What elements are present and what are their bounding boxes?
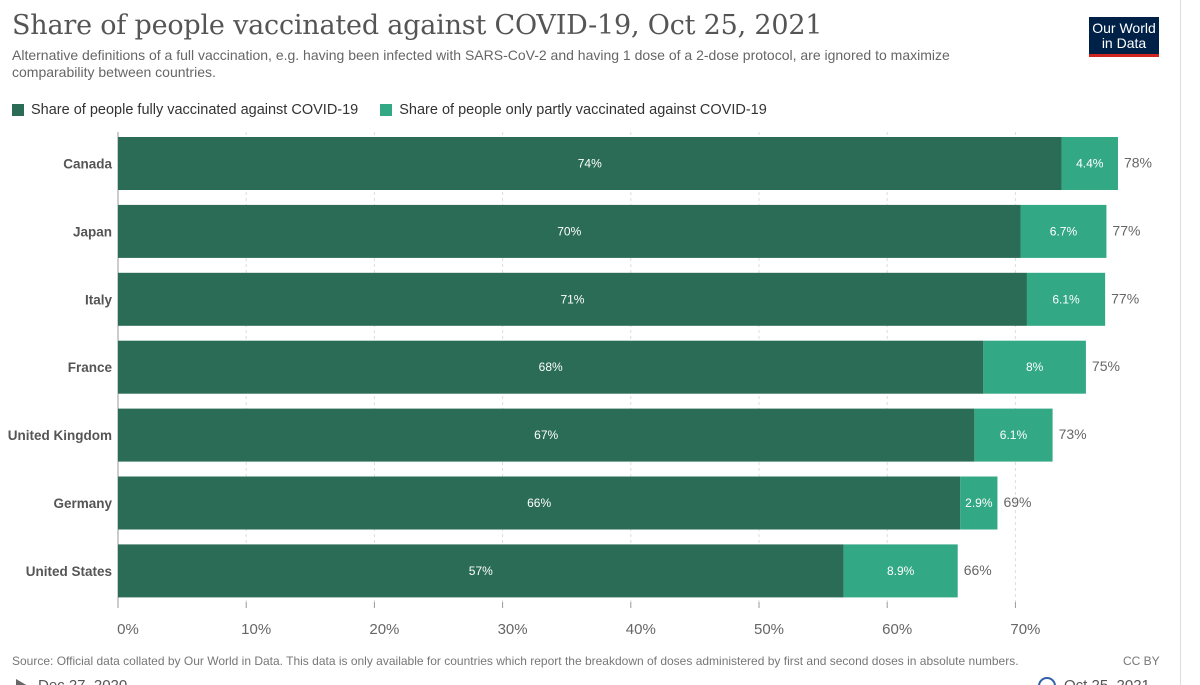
bar-partly-vaccinated [960,476,998,530]
bar-fully-vaccinated [118,408,975,462]
legend-swatch-fully [12,104,24,116]
legend-item-fully[interactable]: Share of people fully vaccinated against… [12,102,358,118]
bar-label-partly: 6.7% [1050,224,1078,238]
bar-chart: 0% 10% 20% 30% 40% 50% 60% 70% Canada 74% 4.4% 78% J… [8,132,1152,638]
play-icon[interactable] [16,679,28,685]
category-label: United Kingdom [8,428,112,443]
bar-fully-vaccinated [118,272,1027,326]
category-label: France [68,360,113,375]
bar-label-fully: 57% [469,564,493,578]
bar-total-label: 66% [964,562,992,578]
bar-partly-vaccinated [843,544,958,598]
x-tick-label: 0% [117,621,139,638]
bar-label-partly: 6.1% [1000,428,1028,442]
bar-label-fully: 67% [534,428,558,442]
bar-label-fully: 74% [578,157,602,171]
timeline-end-date: Oct 25, 2021 [1064,677,1150,685]
license-link[interactable]: CC BY [1123,654,1160,668]
bar-total-label: 69% [1003,494,1031,510]
logo-line-2: in Data [1101,35,1147,51]
scrollbar-edge [1180,0,1181,685]
category-label: Canada [63,157,112,172]
bar-label-partly: 2.9% [965,496,993,510]
x-tick-label: 30% [498,621,528,638]
bar-partly-vaccinated [974,408,1053,462]
bar-label-fully: 66% [527,496,551,510]
bar-fully-vaccinated [118,476,961,530]
bar-total-label: 77% [1111,290,1139,306]
x-tick-label: 10% [241,621,271,638]
bar-fully-vaccinated [118,544,844,598]
bar-partly-vaccinated [1020,204,1107,258]
legend-swatch-partly [380,104,393,116]
x-tick-label: 50% [754,621,784,638]
bar-fully-vaccinated [118,340,984,394]
bar-fully-vaccinated [118,204,1021,258]
chart-subtitle: Alternative definitions of a full vaccin… [12,47,950,80]
source-note: Source: Official data collated by Our Wo… [12,654,1019,668]
category-label: Italy [85,292,113,307]
category-label: Germany [53,496,112,511]
bar-label-partly: 6.1% [1052,292,1080,306]
bar-label-partly: 4.4% [1076,157,1104,171]
bar-label-fully: 68% [539,360,563,374]
bar-total-label: 75% [1092,358,1120,374]
timeline-start-date: Dec 27, 2020 [38,677,127,685]
x-tick-label: 60% [882,621,912,638]
legend: Share of people fully vaccinated against… [12,102,789,118]
bar-partly-vaccinated [983,340,1086,394]
x-tick-label: 20% [369,621,399,638]
logo-line-1: Our World [1092,20,1156,36]
bar-total-label: 78% [1124,155,1152,171]
bar-label-fully: 71% [560,292,584,306]
category-label: United States [26,564,112,579]
owid-logo[interactable]: Our World in Data [1089,17,1159,57]
bar-label-partly: 8.9% [887,564,915,578]
bar-label-partly: 8% [1026,360,1044,374]
legend-label-fully: Share of people fully vaccinated against… [31,102,359,118]
bar-partly-vaccinated [1026,272,1106,326]
bar-total-label: 73% [1059,426,1087,442]
bar-fully-vaccinated [118,137,1062,190]
timeline-handle[interactable] [1038,677,1056,685]
chart-title: Share of people vaccinated against COVID… [12,10,823,41]
x-tick-label: 70% [1010,621,1040,638]
bar-total-label: 77% [1112,222,1140,238]
timeline: Dec 27, 2020 Oct 25, 2021 [0,676,1200,685]
legend-item-partly[interactable]: Share of people only partly vaccinated a… [380,102,767,118]
bar-label-fully: 70% [557,224,581,238]
x-tick-label: 40% [626,621,656,638]
bar-partly-vaccinated [1061,137,1118,190]
category-label: Japan [73,224,112,239]
legend-label-partly: Share of people only partly vaccinated a… [399,102,767,118]
